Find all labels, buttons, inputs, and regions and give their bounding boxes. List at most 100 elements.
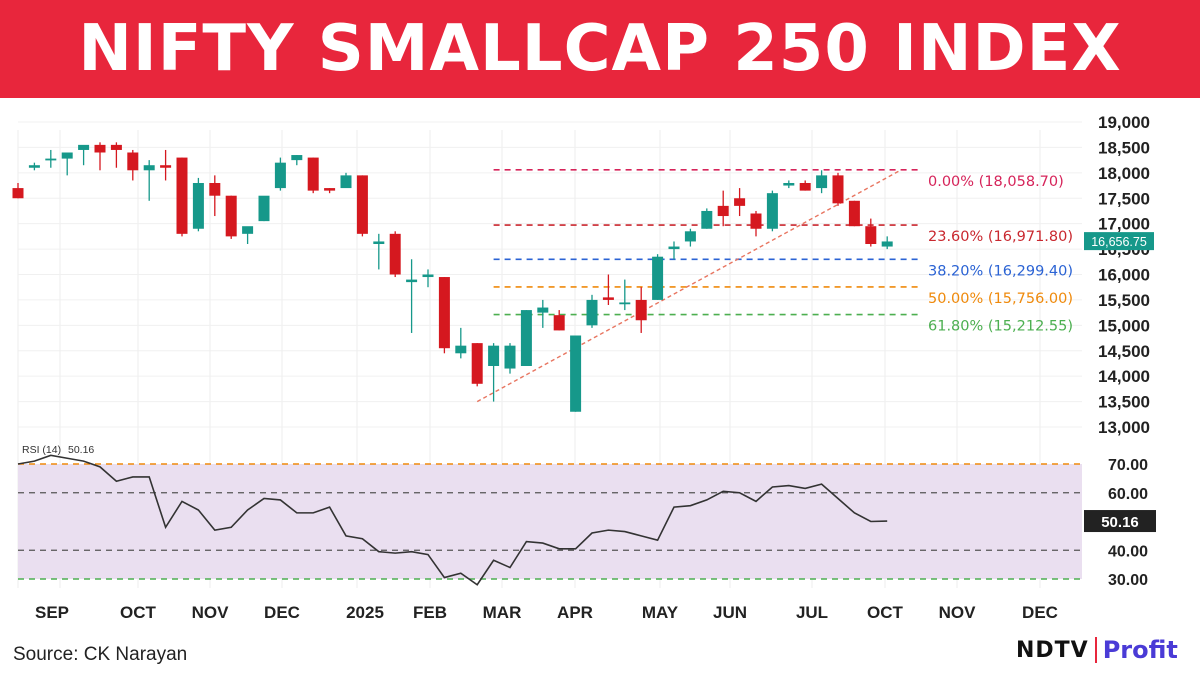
fib-label: 50.00% (15,756.00) bbox=[928, 291, 1073, 307]
candle-body bbox=[783, 183, 795, 186]
rsi-tick-label: 40.00 bbox=[1108, 543, 1148, 560]
candles bbox=[12, 142, 893, 412]
candle-body bbox=[602, 297, 614, 300]
price-tick-label: 16,000 bbox=[1098, 266, 1150, 285]
x-tick-label: JUN bbox=[713, 603, 747, 622]
candle-body bbox=[766, 193, 778, 229]
candle-body bbox=[537, 307, 549, 313]
x-tick-label: DEC bbox=[264, 603, 300, 622]
rsi-panel bbox=[18, 463, 1082, 580]
candle-body bbox=[684, 231, 696, 242]
candle-body bbox=[635, 299, 647, 321]
support-trendline bbox=[476, 169, 902, 403]
candle-body bbox=[652, 256, 664, 300]
candle-body bbox=[520, 310, 532, 366]
candle-body bbox=[127, 152, 139, 171]
candle-body bbox=[94, 144, 106, 153]
candle-body bbox=[324, 188, 336, 191]
candle-body bbox=[258, 195, 270, 222]
candle-body bbox=[28, 165, 40, 168]
candle-body bbox=[750, 213, 762, 229]
axes: 13,000 13,500 14,000 14,500 15,000 15,500 16,0… bbox=[35, 113, 1156, 622]
x-tick-label: DEC bbox=[1022, 603, 1058, 622]
x-tick-label: JUL bbox=[796, 603, 828, 622]
candle-body bbox=[799, 183, 811, 191]
logo-divider bbox=[1094, 637, 1097, 663]
price-tick-label: 17,000 bbox=[1098, 215, 1150, 234]
candle-body bbox=[143, 165, 155, 171]
candle-body bbox=[225, 195, 237, 237]
candle-body bbox=[422, 274, 434, 278]
page-title: NIFTY SMALLCAP 250 INDEX bbox=[78, 12, 1122, 86]
source-note: Source: CK Narayan bbox=[13, 644, 188, 665]
candle-body bbox=[734, 198, 746, 206]
trendline bbox=[476, 169, 902, 403]
candle-body bbox=[438, 277, 450, 349]
brand-logo: NDTV Profit bbox=[1016, 632, 1178, 668]
candle-body bbox=[406, 279, 418, 283]
candle-body bbox=[274, 162, 286, 189]
rsi-tick-label: 70.00 bbox=[1108, 457, 1148, 474]
fib-label: 38.20% (16,299.40) bbox=[928, 263, 1073, 279]
price-tick-label: 14,500 bbox=[1098, 342, 1150, 361]
x-tick-label: OCT bbox=[867, 603, 904, 622]
fibonacci-levels: 0.00% (18,058.70) 23.60% (16,971.80) 38.20… bbox=[493, 169, 1073, 335]
last-price-label: 16,656.75 bbox=[1091, 235, 1147, 249]
candle-body bbox=[12, 188, 24, 199]
candle-body bbox=[110, 144, 122, 150]
fib-label: 61.80% (15,212.55) bbox=[928, 319, 1073, 335]
logo-profit-text: Profit bbox=[1102, 636, 1178, 664]
rsi-indicator: RSI (14) 50.16 bbox=[17, 444, 888, 586]
candle-body bbox=[570, 335, 582, 412]
candle-body bbox=[701, 210, 713, 229]
candle-body bbox=[471, 343, 483, 384]
candle-body bbox=[668, 246, 680, 250]
x-tick-label: MAR bbox=[483, 603, 522, 622]
candle-body bbox=[373, 241, 385, 244]
candle-body bbox=[209, 183, 221, 196]
x-tick-label: NOV bbox=[192, 603, 230, 622]
x-tick-label: NOV bbox=[939, 603, 977, 622]
candle-body bbox=[291, 155, 303, 161]
rsi-last-label: 50.16 bbox=[1101, 514, 1139, 531]
candle-body bbox=[61, 152, 73, 159]
price-tick-label: 15,000 bbox=[1098, 316, 1150, 335]
x-tick-label: FEB bbox=[413, 603, 447, 622]
rsi-last-tag bbox=[1084, 510, 1156, 533]
rsi-tick-label: 30.00 bbox=[1108, 572, 1148, 589]
candle-body bbox=[848, 200, 860, 227]
price-tick-label: 14,000 bbox=[1098, 367, 1150, 386]
candle-body bbox=[192, 183, 204, 229]
rsi-title: RSI (14) bbox=[22, 444, 61, 456]
x-tick-label: MAY bbox=[642, 603, 679, 622]
candle-body bbox=[160, 165, 172, 168]
fib-label: 0.00% (18,058.70) bbox=[928, 174, 1064, 190]
candle-body bbox=[242, 226, 254, 234]
price-tick-label: 17,500 bbox=[1098, 189, 1150, 208]
price-tick-label: 19,000 bbox=[1098, 113, 1150, 132]
price-chart[interactable]: 0.00% (18,058.70) 23.60% (16,971.80) 38.20… bbox=[0, 98, 1200, 628]
fib-label: 23.60% (16,971.80) bbox=[928, 229, 1073, 245]
candle-body bbox=[553, 315, 565, 331]
candle-body bbox=[865, 226, 877, 244]
x-tick-label: 2025 bbox=[346, 603, 384, 622]
candle-body bbox=[78, 144, 90, 150]
candle-body bbox=[619, 302, 631, 305]
candle-body bbox=[307, 157, 319, 191]
x-tick-label: APR bbox=[557, 603, 593, 622]
x-tick-label: OCT bbox=[120, 603, 157, 622]
last-price-tag bbox=[1084, 232, 1154, 251]
title-banner: NIFTY SMALLCAP 250 INDEX bbox=[0, 0, 1200, 98]
rsi-tick-label: 60.00 bbox=[1108, 486, 1148, 503]
candle-body bbox=[832, 175, 844, 204]
candle-body bbox=[504, 345, 516, 369]
price-tick-label: 13,000 bbox=[1098, 418, 1150, 437]
candle-body bbox=[586, 299, 598, 326]
candle-body bbox=[389, 233, 401, 275]
x-tick-label: SEP bbox=[35, 603, 69, 622]
candle-body bbox=[356, 175, 368, 234]
logo-ndtv-text: NDTV bbox=[1016, 637, 1089, 663]
price-tick-label: 18,500 bbox=[1098, 138, 1150, 157]
candle-body bbox=[717, 205, 729, 217]
candle-body bbox=[340, 175, 352, 189]
